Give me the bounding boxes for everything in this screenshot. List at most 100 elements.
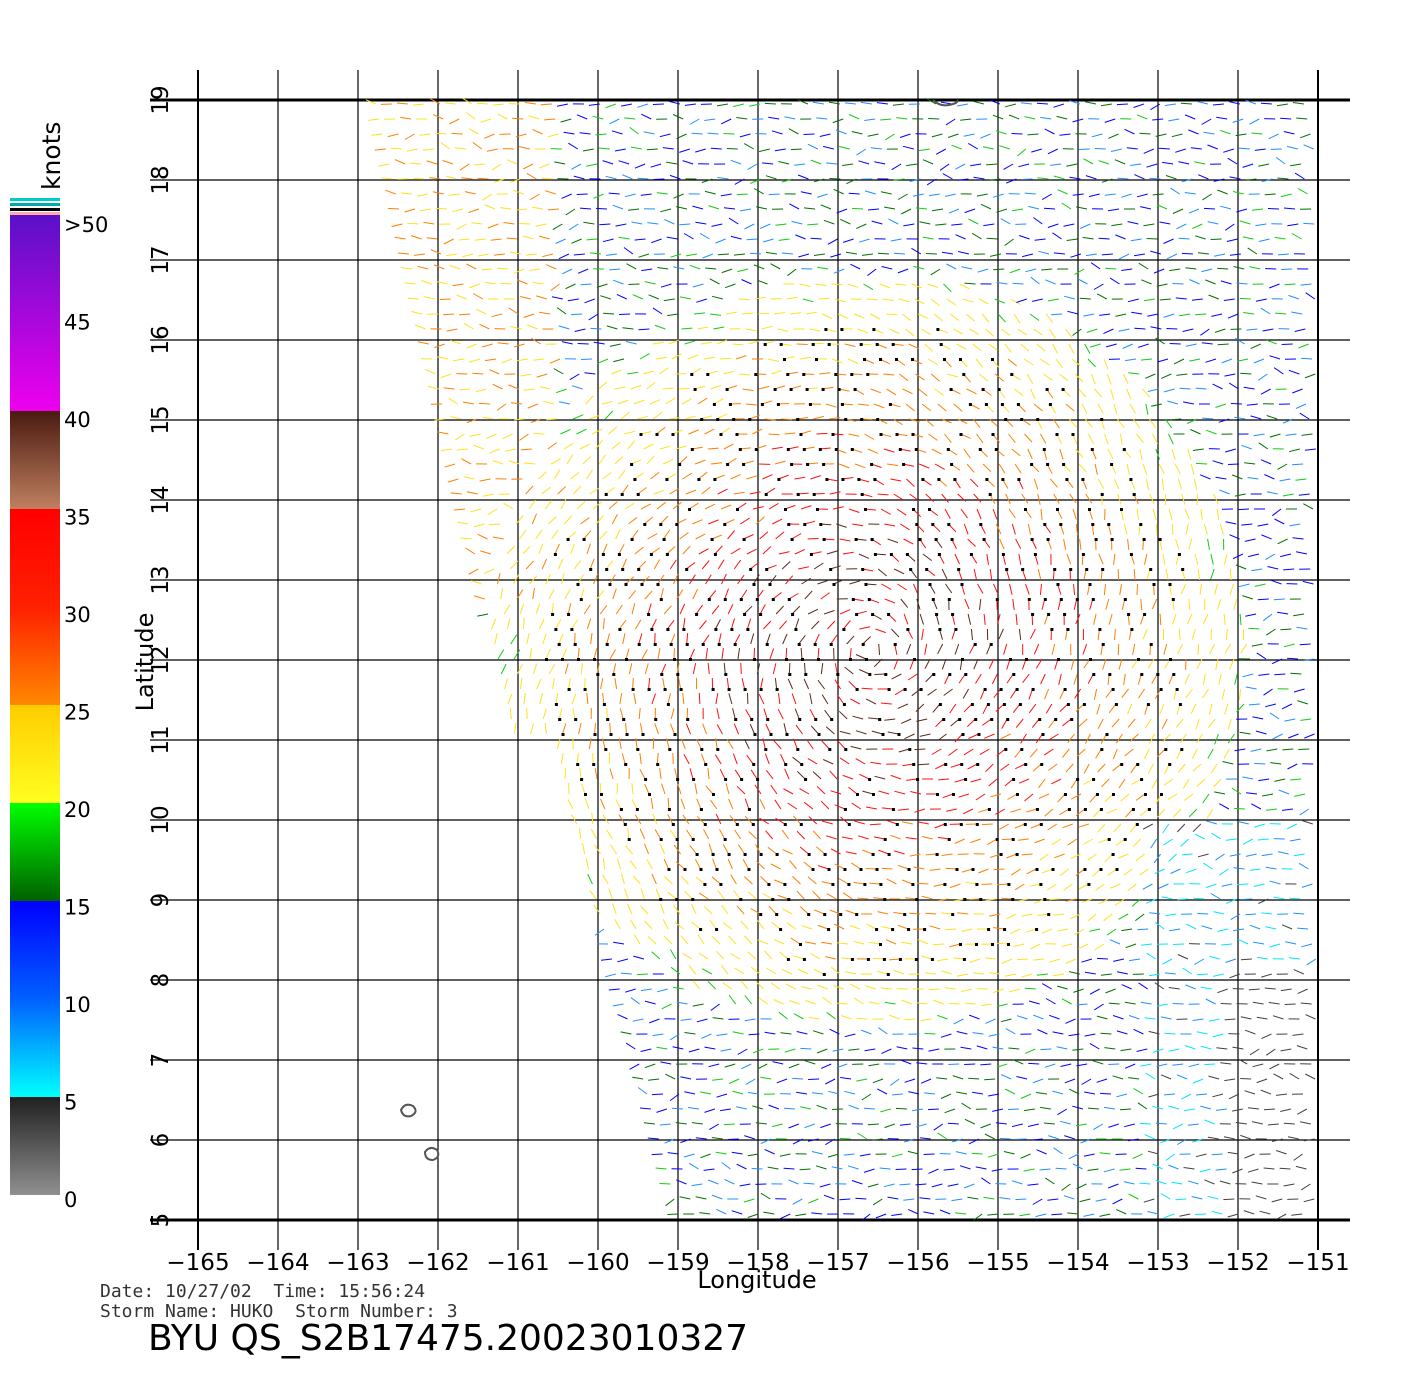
- wind-vector: [1148, 973, 1160, 977]
- wind-vector: [871, 730, 883, 735]
- wind-vector: [477, 613, 489, 617]
- rain-flag-marker: [756, 778, 760, 781]
- rain-flag-marker: [1070, 718, 1074, 721]
- wind-vector: [785, 983, 796, 990]
- wind-vector: [996, 281, 1008, 285]
- wind-vector: [783, 1107, 795, 1110]
- rain-flag-marker: [831, 433, 835, 436]
- wind-vector: [1065, 958, 1077, 964]
- wind-vector: [692, 663, 697, 675]
- wind-vector: [1237, 508, 1250, 511]
- rain-flag-marker: [676, 778, 680, 781]
- rain-flag-marker: [787, 523, 791, 526]
- legend-tick-label: 0: [64, 1188, 77, 1212]
- wind-vector: [457, 521, 469, 525]
- wind-vector: [1044, 688, 1050, 700]
- wind-vector: [1148, 1030, 1160, 1035]
- wind-vector: [1129, 733, 1139, 742]
- wind-vector: [848, 1104, 860, 1110]
- wind-vector: [900, 523, 910, 531]
- wind-vector: [1221, 688, 1226, 700]
- wind-vector: [880, 702, 892, 705]
- wind-vector: [1110, 883, 1121, 889]
- rain-flag-marker: [982, 538, 986, 541]
- rain-flag-marker: [1159, 688, 1163, 691]
- rain-flag-marker: [659, 838, 663, 841]
- wind-vector: [970, 628, 973, 640]
- rain-flag-marker: [988, 493, 992, 496]
- wind-vector: [1044, 128, 1055, 135]
- wind-vector: [909, 178, 921, 182]
- rain-flag-marker: [765, 568, 769, 571]
- wind-vector: [1008, 1047, 1020, 1050]
- wind-vector: [497, 649, 505, 660]
- wind-vector: [1203, 862, 1213, 870]
- wind-vector: [595, 133, 607, 136]
- wind-vector: [902, 763, 914, 767]
- wind-vector: [1099, 313, 1111, 316]
- wind-vector: [522, 235, 534, 240]
- wind-vector: [836, 1063, 848, 1069]
- wind-vector: [912, 1047, 924, 1050]
- wind-vector: [1066, 238, 1078, 241]
- wind-vector: [667, 1152, 679, 1155]
- rain-flag-marker: [948, 673, 952, 676]
- wind-vector: [627, 827, 630, 840]
- rain-flag-marker: [1005, 568, 1009, 571]
- wind-vector: [606, 325, 618, 330]
- wind-vector: [1269, 283, 1280, 289]
- wind-vector: [659, 1123, 671, 1126]
- wind-vector: [1127, 883, 1137, 892]
- wind-vector: [1188, 808, 1198, 818]
- rain-flag-marker: [930, 958, 934, 961]
- wind-vector: [1113, 478, 1120, 490]
- rain-flag-marker: [883, 838, 887, 841]
- rain-flag-marker: [759, 913, 763, 916]
- wind-vector: [697, 397, 708, 405]
- wind-vector: [944, 193, 956, 197]
- wind-vector: [1304, 448, 1316, 451]
- wind-vector: [1057, 1108, 1068, 1116]
- wind-vector: [1112, 1198, 1123, 1205]
- wind-vector: [1305, 1073, 1316, 1080]
- wind-vector: [960, 988, 972, 993]
- wind-vector: [533, 432, 545, 435]
- wind-vector: [730, 953, 741, 960]
- wind-vector: [697, 326, 709, 330]
- wind-vector: [983, 613, 986, 625]
- wind-vector: [573, 559, 582, 570]
- wind-vector: [745, 403, 757, 406]
- wind-vector: [1083, 158, 1094, 165]
- wind-vector: [1163, 778, 1174, 786]
- wind-vector: [772, 1123, 783, 1128]
- wind-vector: [800, 505, 812, 510]
- wind-vector: [1158, 463, 1165, 474]
- rain-flag-marker: [975, 883, 979, 886]
- rain-flag-marker: [763, 343, 767, 346]
- wind-vector: [1094, 148, 1106, 150]
- wind-vector: [721, 118, 732, 125]
- wind-vector: [896, 508, 907, 516]
- wind-vector: [619, 693, 623, 705]
- rain-flag-marker: [851, 598, 855, 601]
- wind-vector: [1027, 523, 1032, 535]
- wind-vector: [1010, 808, 1022, 813]
- wind-vector: [949, 703, 957, 714]
- wind-vector: [884, 523, 896, 527]
- wind-vector: [387, 133, 399, 138]
- wind-vector: [1065, 898, 1077, 902]
- wind-vector: [736, 193, 748, 196]
- wind-vector: [755, 133, 767, 135]
- wind-vector: [692, 980, 701, 990]
- rain-flag-marker: [1132, 493, 1136, 496]
- wind-vector: [516, 664, 523, 675]
- wind-vector: [1288, 294, 1299, 300]
- date-time-line: Date: 10/27/02 Time: 15:56:24: [100, 1281, 425, 1302]
- wind-vector: [1144, 553, 1148, 565]
- wind-vector: [1188, 538, 1193, 550]
- wind-vector: [993, 193, 1004, 198]
- wind-vector: [1053, 103, 1065, 108]
- wind-vector: [1097, 823, 1106, 833]
- wind-vector: [988, 1093, 1000, 1097]
- wind-vector: [878, 849, 889, 855]
